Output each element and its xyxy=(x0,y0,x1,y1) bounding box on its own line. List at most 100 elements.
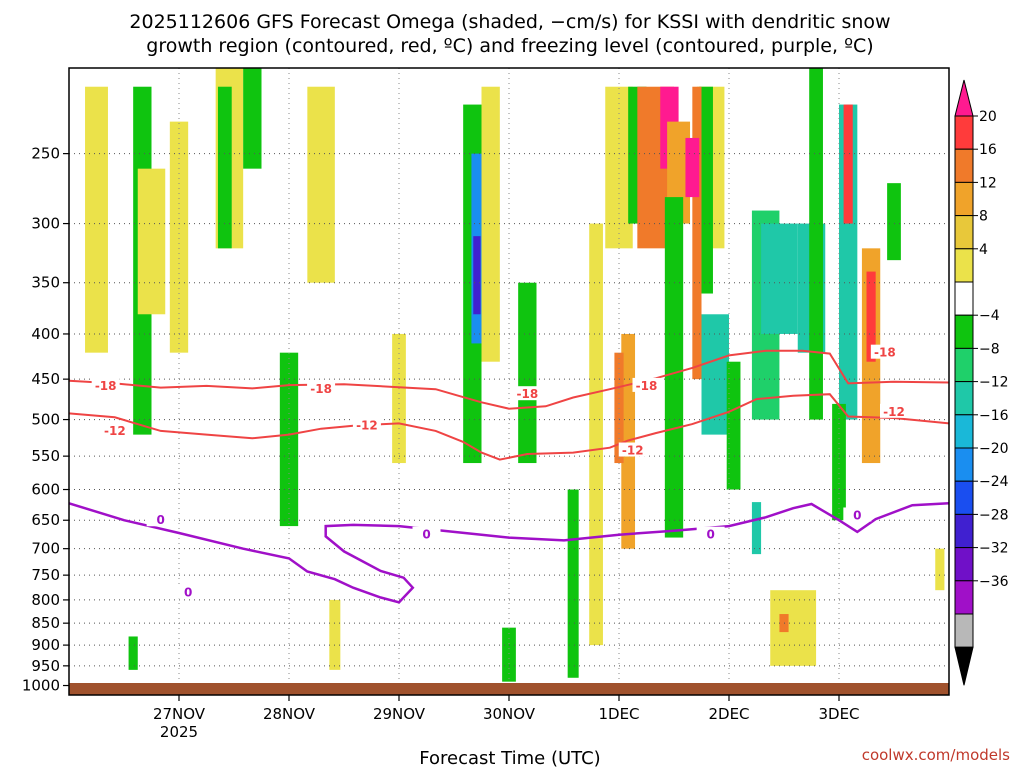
colorbar-tick-label: −20 xyxy=(979,441,1009,457)
contour-label-bg xyxy=(696,526,725,541)
contour-label-bg xyxy=(91,377,120,392)
shade-patch xyxy=(243,68,262,169)
y-tick-label: 650 xyxy=(31,511,60,529)
shade-patch xyxy=(761,223,798,334)
shade-patch xyxy=(329,599,341,670)
y-tick-label: 250 xyxy=(31,145,60,163)
colorbar: 20 16 12 8 4 −4 −8 −12 −16 −20 −24 −28 −32 −36 xyxy=(954,79,1009,686)
shade-patch xyxy=(664,197,684,538)
y-tick-label: 900 xyxy=(31,636,60,654)
contour-label-bg xyxy=(870,344,899,359)
colorbar-tick-label: −32 xyxy=(979,541,1009,557)
shade-patch xyxy=(473,236,481,315)
colorbar-segment xyxy=(954,181,974,217)
y-tick-label: 550 xyxy=(31,447,60,465)
colorbar-segment xyxy=(954,613,974,648)
colorbar-segment xyxy=(954,148,974,183)
contour-label: -12 xyxy=(622,444,644,458)
contour-label-bg xyxy=(174,584,203,599)
contour-label: -18 xyxy=(874,346,896,360)
colorbar-tick-label: 12 xyxy=(979,175,997,191)
chart-title: 2025112606 GFS Forecast Omega (shaded, −… xyxy=(129,11,890,57)
contour-label-bg xyxy=(513,386,542,401)
contour-label: -18 xyxy=(516,387,538,401)
x-tick-label: 28NOV xyxy=(263,705,316,723)
shade-patch xyxy=(502,627,516,682)
contour-label-bg xyxy=(100,422,129,437)
colorbar-arrow-top xyxy=(954,79,974,117)
colorbar-tick-label: −24 xyxy=(979,474,1009,490)
contour-label: -18 xyxy=(95,379,117,393)
grid-lines xyxy=(69,68,949,695)
contour-label: 0 xyxy=(422,528,430,542)
shade-patch xyxy=(699,86,713,294)
colorbar-tick-label: −8 xyxy=(979,341,1000,357)
contour-label-bg xyxy=(618,442,647,457)
ground-surface xyxy=(69,683,949,695)
shade-patch xyxy=(481,86,500,362)
shade-patch xyxy=(809,68,823,420)
colorbar-segment xyxy=(954,215,974,250)
colorbar-segment xyxy=(954,547,974,582)
colorbar-tick-label: −16 xyxy=(979,408,1009,424)
shade-patch xyxy=(770,590,817,666)
contour-label: -18 xyxy=(310,382,332,396)
shade-patch xyxy=(832,403,846,521)
colorbar-tick-label: 4 xyxy=(979,242,988,258)
credit-text: coolwx.com/models xyxy=(862,746,1010,764)
contour-label: -12 xyxy=(356,419,378,433)
x-axis-label: Forecast Time (UTC) xyxy=(419,748,600,768)
shade-patch xyxy=(614,352,624,464)
colorbar-segment xyxy=(954,447,974,482)
colorbar-segment xyxy=(954,347,974,383)
y-tick-label: 700 xyxy=(31,540,60,558)
colorbar-segment xyxy=(954,281,974,316)
shade-patch xyxy=(169,121,189,353)
title-line-2: growth region (contoured, red, ºC) and f… xyxy=(146,35,873,57)
colorbar-tick-label: 8 xyxy=(979,209,988,225)
shade-patch xyxy=(692,86,702,380)
contour-label: -18 xyxy=(636,379,658,393)
shade-patch xyxy=(751,502,762,555)
y-tick-label: 1000 xyxy=(22,677,60,695)
shade-patch xyxy=(866,271,876,362)
contour-label: 0 xyxy=(706,528,714,542)
y-tick-label: 400 xyxy=(31,325,60,343)
x-tick-label: 29NOV xyxy=(373,705,426,723)
x-tick-label: 3DEC xyxy=(818,705,859,723)
y-tick-label: 850 xyxy=(31,614,60,632)
shade-patch xyxy=(307,86,335,283)
colorbar-segment xyxy=(954,314,974,349)
contour-label-bg xyxy=(880,403,908,418)
y-tick-label: 950 xyxy=(31,657,60,675)
shade-patch xyxy=(567,489,579,678)
colorbar-arrow-bottom xyxy=(954,646,974,686)
colorbar-tick-label: −12 xyxy=(979,375,1009,391)
shade-patch xyxy=(685,137,700,198)
x-tick-sublabel: 2025 xyxy=(160,723,198,741)
colorbar-tick-label: −28 xyxy=(979,507,1009,523)
contour-label: -12 xyxy=(104,424,126,438)
colorbar-tick-label: −36 xyxy=(979,574,1009,590)
x-tick-label: 2DEC xyxy=(708,705,749,723)
shade-patch xyxy=(137,168,166,315)
colorbar-tick-label: 16 xyxy=(979,142,997,158)
title-line-1: 2025112606 GFS Forecast Omega (shaded, −… xyxy=(129,11,890,33)
y-tick-label: 450 xyxy=(31,370,60,388)
y-tick-label: 500 xyxy=(31,411,60,429)
shade-patch xyxy=(279,352,299,527)
y-tick-label: 800 xyxy=(31,591,60,609)
colorbar-segment xyxy=(954,513,974,549)
x-tick-label: 27NOV xyxy=(153,705,206,723)
shade-patch xyxy=(843,104,853,224)
contour-label: 0 xyxy=(184,586,192,600)
contour-label-bg xyxy=(843,507,872,522)
x-tick-label: 30NOV xyxy=(483,705,536,723)
colorbar-tick-label: −4 xyxy=(979,308,1000,324)
y-tick-label: 300 xyxy=(31,215,60,233)
shade-patch xyxy=(726,361,741,490)
colorbar-segment xyxy=(954,480,974,515)
contour-lines: -18 -18 -18 -18 -18 -12 -12 -12 -12 0 0 0 0 0 xyxy=(68,344,950,604)
